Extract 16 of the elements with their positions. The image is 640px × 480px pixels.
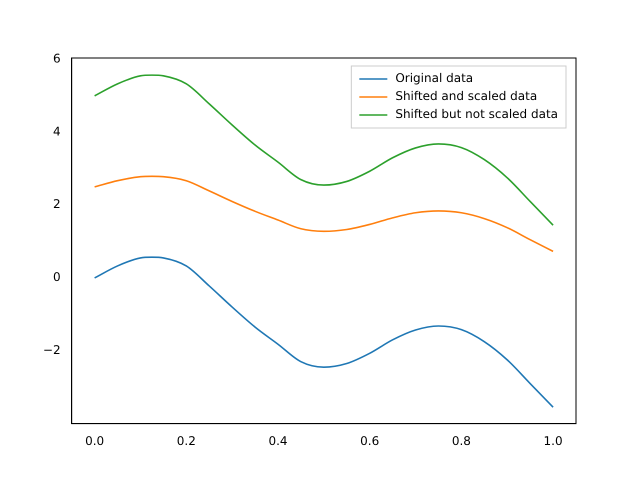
- legend-label: Original data: [395, 71, 474, 86]
- x-tick-label: 0.6: [360, 434, 380, 448]
- x-tick-label: 0.0: [85, 434, 104, 448]
- x-tick-label: 0.2: [176, 434, 196, 448]
- y-tick-label: 2: [53, 197, 61, 212]
- legend-label: Shifted and scaled data: [395, 89, 538, 104]
- y-tick-label: 4: [53, 124, 61, 138]
- legend-label: Shifted but not scaled data: [395, 107, 558, 122]
- x-tick-label: 1.0: [544, 434, 563, 448]
- line-series: [94, 256, 554, 408]
- x-tick-label: 0.4: [268, 434, 288, 448]
- y-tick-label: −2: [42, 342, 61, 357]
- x-tick-label: 0.8: [452, 434, 471, 448]
- line-series: [94, 176, 554, 252]
- y-tick-label: 0: [53, 270, 61, 284]
- y-tick-label: 6: [53, 52, 61, 66]
